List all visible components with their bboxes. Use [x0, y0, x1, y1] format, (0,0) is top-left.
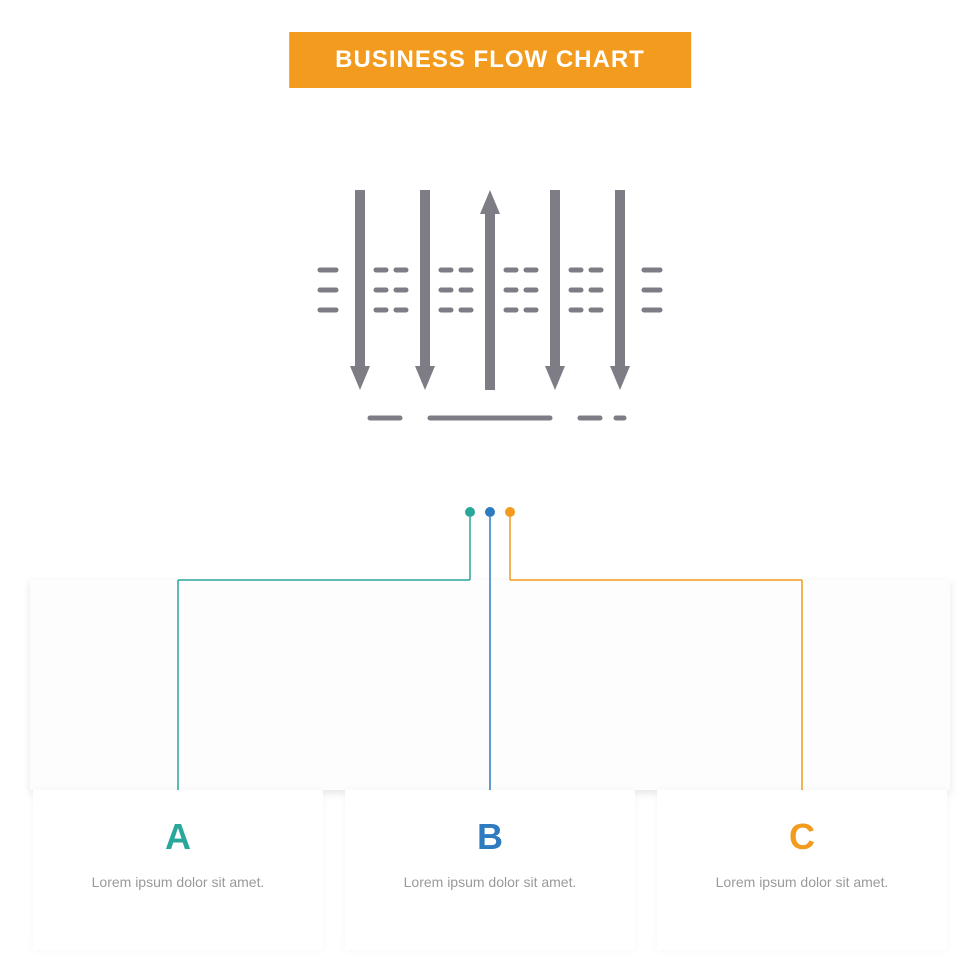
cards-row: A Lorem ipsum dolor sit amet. B Lorem ipsum… — [0, 790, 980, 950]
page-title: BUSINESS FLOW CHART — [289, 32, 691, 88]
card-letter: B — [345, 816, 635, 858]
card-a: A Lorem ipsum dolor sit amet. — [33, 790, 323, 950]
arrows-icon — [300, 170, 680, 450]
card-letter: C — [657, 816, 947, 858]
infographic-canvas: BUSINESS FLOW CHART A Lorem ipsum dolor s… — [0, 0, 980, 980]
card-desc: Lorem ipsum dolor sit amet. — [345, 872, 635, 893]
card-desc: Lorem ipsum dolor sit amet. — [657, 872, 947, 893]
card-desc: Lorem ipsum dolor sit amet. — [33, 872, 323, 893]
card-letter: A — [33, 816, 323, 858]
card-b: B Lorem ipsum dolor sit amet. — [345, 790, 635, 950]
card-c: C Lorem ipsum dolor sit amet. — [657, 790, 947, 950]
